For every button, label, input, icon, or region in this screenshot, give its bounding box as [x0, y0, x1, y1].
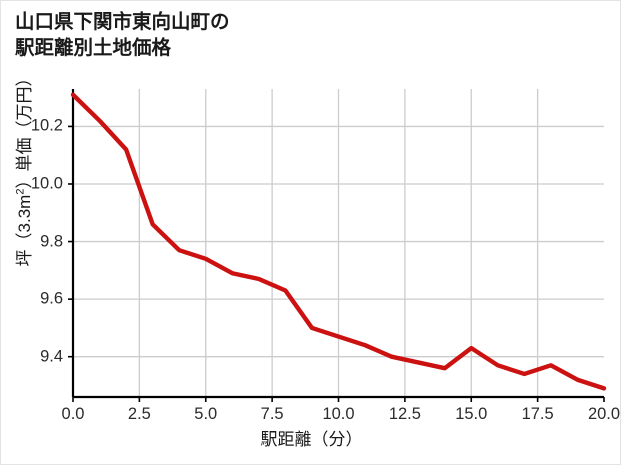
- x-tick-label: 2.5: [127, 405, 151, 423]
- chart-title: 山口県下関市東向山町の 駅距離別土地価格: [15, 9, 230, 61]
- x-axis-label: 駅距離（分）: [260, 430, 363, 449]
- data-series-line: [70, 92, 607, 391]
- x-tick-label: 20.0: [587, 405, 621, 423]
- y-axis-label-superscript: 2: [13, 188, 26, 195]
- y-tick-label: 9.4: [40, 347, 63, 366]
- y-axis-label: 坪（3.3m2）単価（万円）: [10, 70, 35, 267]
- x-tick-label: 5.0: [194, 405, 218, 423]
- y-tick-label: 9.8: [40, 232, 63, 251]
- x-tick-label: 0.0: [61, 405, 85, 423]
- y-tick-label: 10.0: [30, 174, 63, 193]
- x-tick-label: 12.5: [388, 405, 421, 423]
- y-axis-label-wrapper: 坪（3.3m2）単価（万円）: [9, 8, 35, 328]
- x-tick-label: 10.0: [322, 405, 355, 423]
- y-axis-label-suffix: ）単価（万円）: [14, 69, 34, 189]
- gridlines: [73, 89, 604, 397]
- chart-title-line1: 山口県下関市東向山町の: [15, 11, 230, 33]
- x-tick-label: 7.5: [260, 405, 284, 423]
- y-axis-label-prefix: 坪（3.3m: [14, 194, 34, 267]
- y-tick-label: 10.2: [30, 116, 63, 135]
- x-tick-label: 17.5: [521, 405, 554, 423]
- y-tick-label: 9.6: [40, 289, 63, 308]
- axis-ticks: [68, 125, 605, 402]
- chart-title-line2: 駅距離別土地価格: [15, 37, 172, 59]
- x-tick-label: 15.0: [455, 405, 488, 423]
